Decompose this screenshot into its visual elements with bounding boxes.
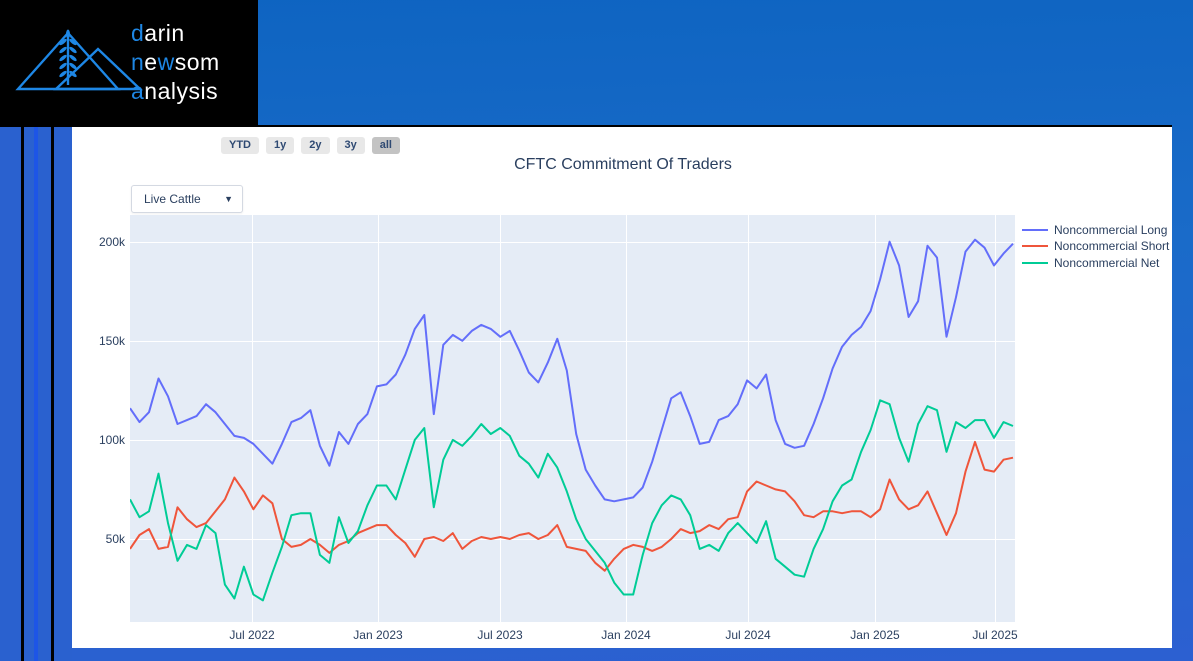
legend-item-noncommercial-long[interactable]: Noncommercial Long	[1022, 221, 1167, 238]
y-tick-label: 50k	[105, 532, 125, 546]
logo: darin newsom analysis	[0, 0, 258, 127]
logo-mountains-wheat-icon	[15, 29, 143, 91]
plot-area[interactable]	[129, 215, 1015, 622]
symbol-dropdown-value: Live Cattle	[144, 192, 201, 206]
series-line-noncommercial-long	[129, 238, 1014, 503]
logo-text-line: darin	[131, 20, 185, 46]
chart-card: YTD 1y 2y 3y all CFTC Commitment Of Traders …	[72, 127, 1172, 648]
chart-canvas	[129, 215, 1015, 622]
legend-label: Noncommercial Short	[1054, 239, 1170, 253]
x-tick-label: Jul 2022	[229, 628, 275, 642]
series-line-noncommercial-short	[129, 440, 1014, 572]
chevron-down-icon: ▼	[224, 194, 233, 204]
range-button-all[interactable]: all	[371, 137, 400, 154]
logo-text-line: newsom	[131, 49, 220, 75]
legend-item-noncommercial-short[interactable]: Noncommercial Short	[1022, 238, 1169, 255]
range-button-ytd[interactable]: YTD	[221, 137, 259, 154]
logo-text-line: analysis	[131, 78, 219, 104]
range-button-2y[interactable]: 2y	[301, 137, 330, 154]
y-tick-label: 100k	[98, 433, 125, 447]
x-tick-label: Jul 2023	[477, 628, 523, 642]
x-tick-label: Jul 2025	[972, 628, 1018, 642]
y-tick-label: 200k	[98, 235, 125, 249]
legend-label: Noncommercial Long	[1054, 222, 1168, 237]
legend-line-swatch	[1022, 245, 1048, 247]
symbol-dropdown[interactable]: Live Cattle ▼	[131, 185, 243, 213]
range-button-3y[interactable]: 3y	[336, 137, 365, 154]
x-tick-label: Jan 2024	[601, 628, 651, 642]
decorative-line	[51, 127, 54, 661]
legend-line-swatch	[1022, 261, 1048, 264]
y-tick-label: 150k	[98, 334, 125, 348]
range-buttons: YTD 1y 2y 3y all	[221, 137, 400, 154]
chart-title: CFTC Commitment Of Traders	[514, 156, 732, 173]
decorative-line	[34, 127, 38, 661]
series-line-noncommercial-net	[129, 399, 1014, 602]
legend-label: Noncommercial Net	[1054, 255, 1160, 270]
x-tick-label: Jul 2024	[725, 628, 771, 642]
legend-item-noncommercial-net[interactable]: Noncommercial Net	[1022, 254, 1159, 271]
logo-text: darin newsom analysis	[131, 19, 220, 106]
x-tick-label: Jan 2023	[353, 628, 403, 642]
header-divider	[0, 125, 1172, 127]
left-decoration	[0, 127, 72, 661]
legend-line-swatch	[1022, 228, 1048, 231]
x-tick-label: Jan 2025	[850, 628, 900, 642]
decorative-line	[21, 127, 24, 661]
range-button-1y[interactable]: 1y	[266, 137, 295, 154]
